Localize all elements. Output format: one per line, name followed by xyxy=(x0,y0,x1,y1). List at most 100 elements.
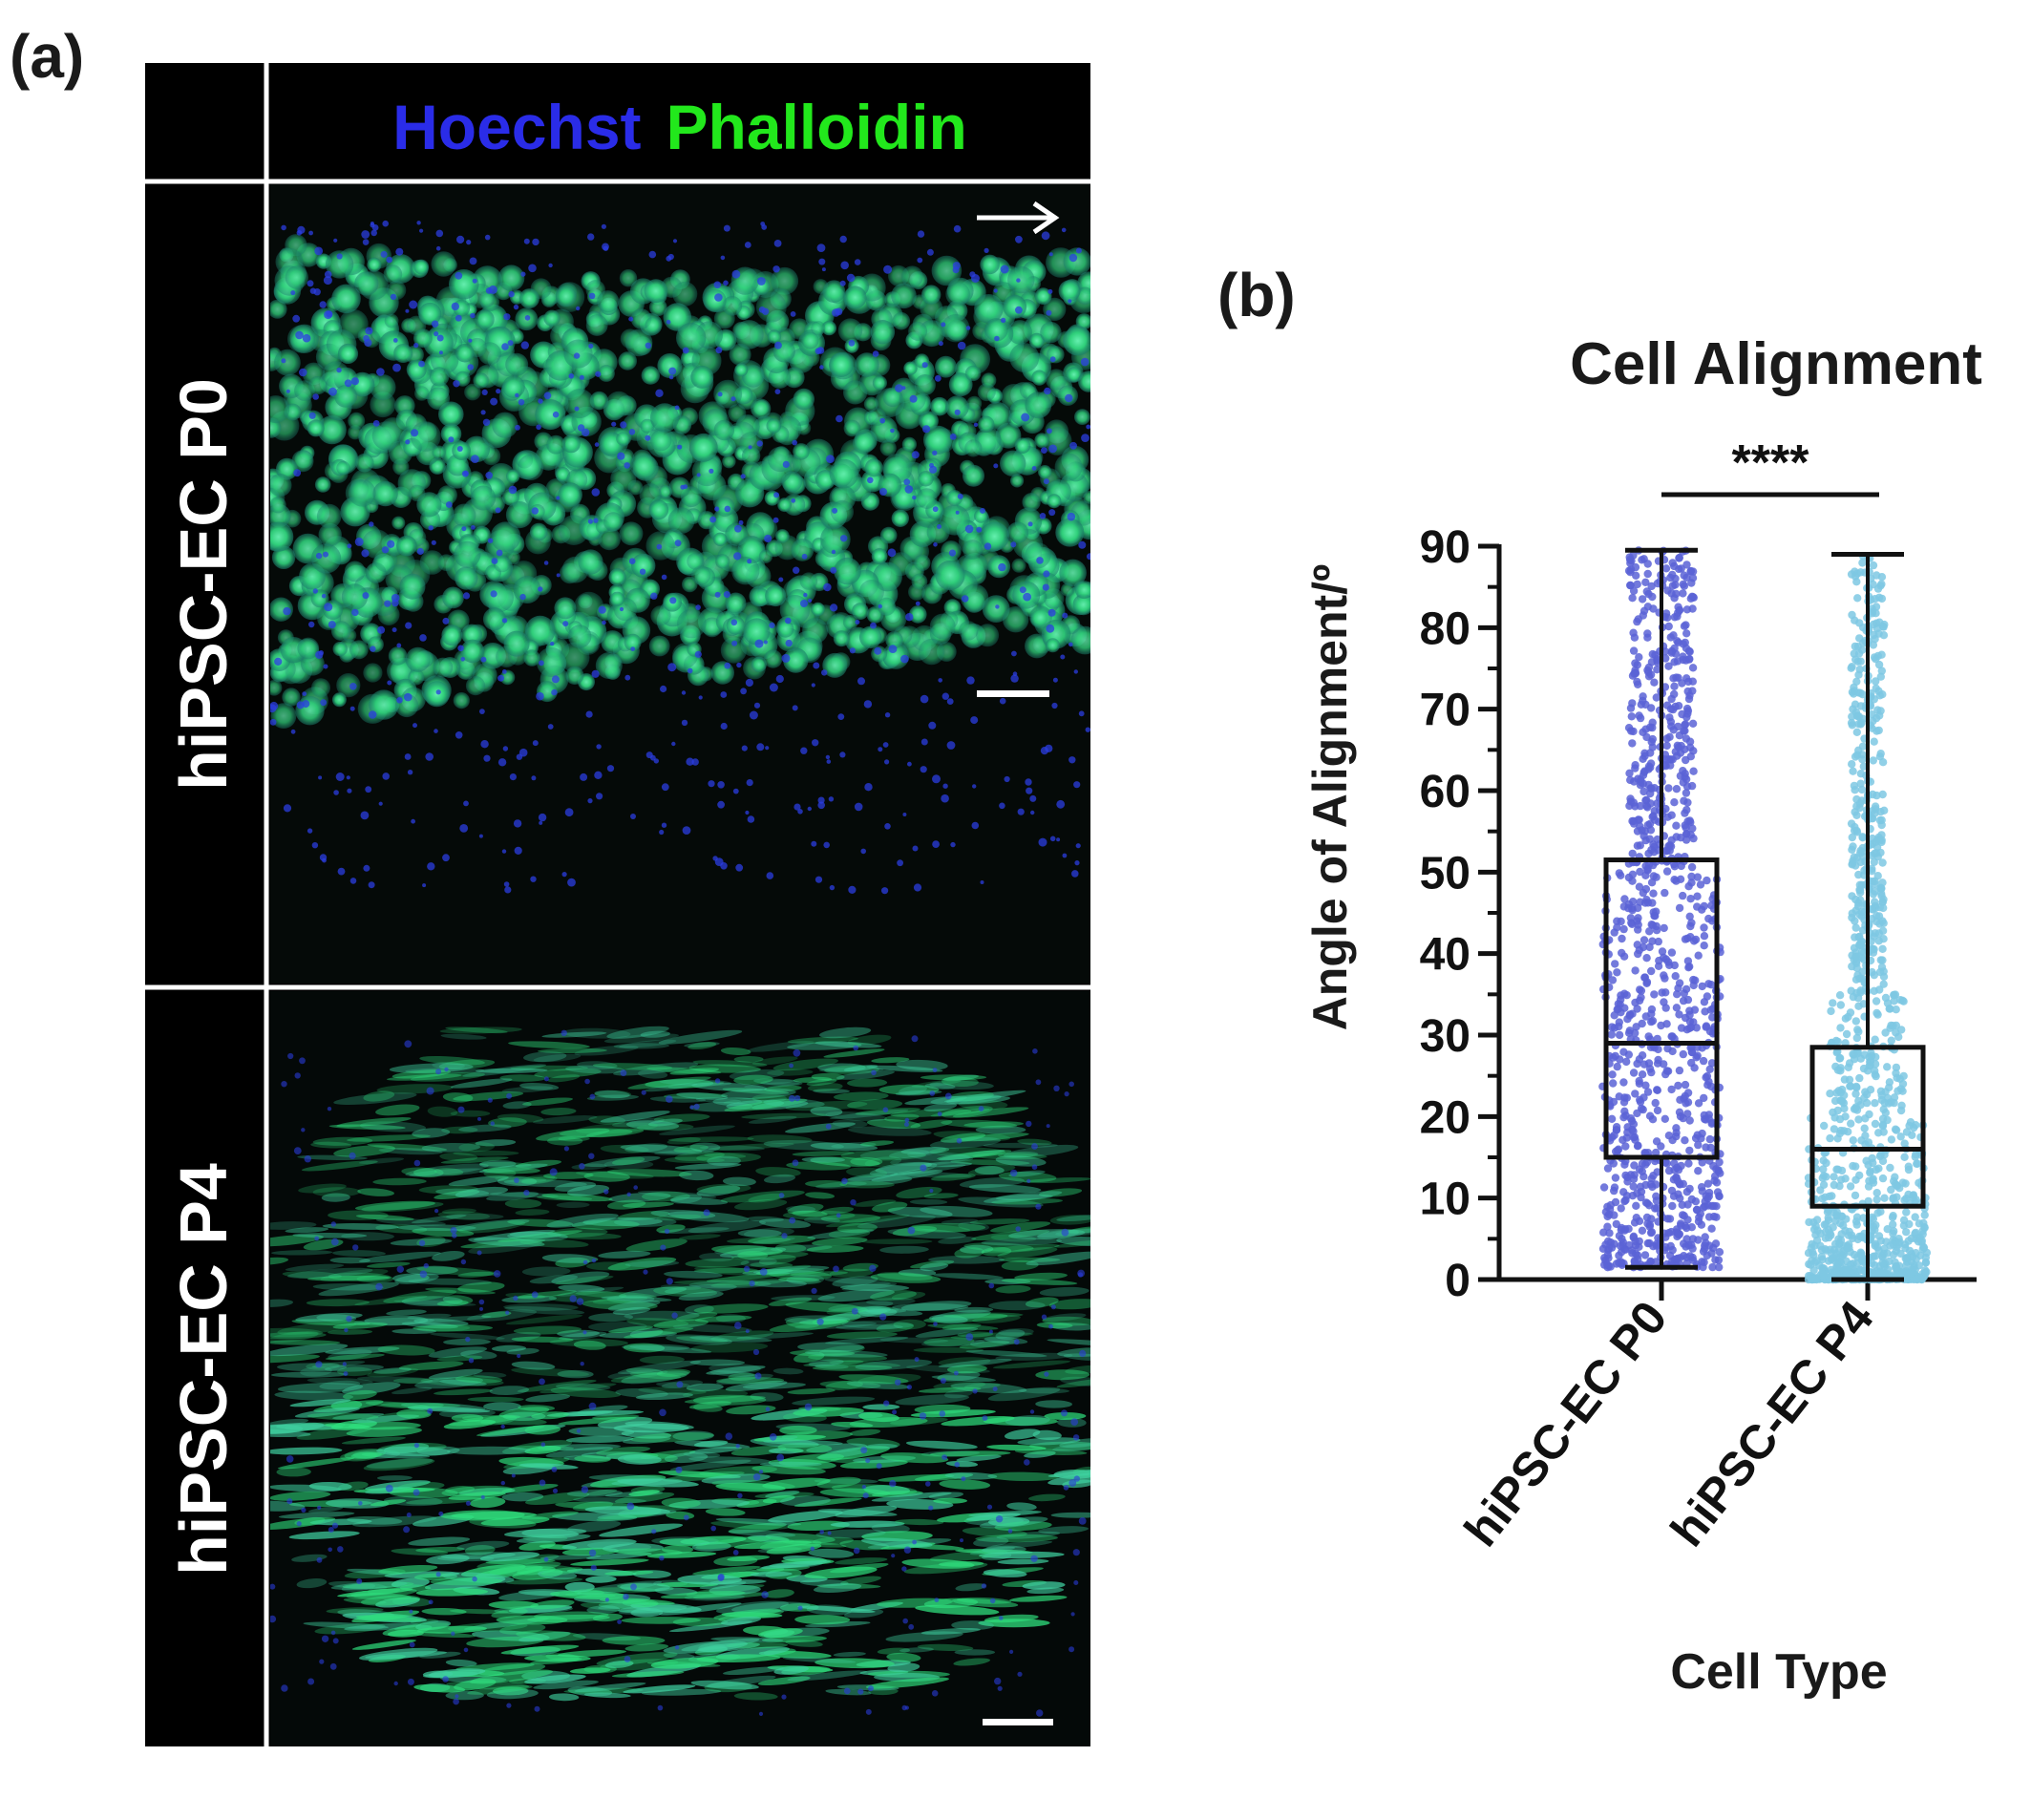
data-point xyxy=(1665,846,1674,855)
data-point xyxy=(1902,1128,1912,1136)
data-point xyxy=(1821,1193,1830,1201)
data-point xyxy=(1631,1028,1640,1038)
data-point xyxy=(1643,820,1652,830)
data-point xyxy=(1899,1071,1908,1081)
y-axis-label: Angle of Alignment/º xyxy=(1303,564,1357,1031)
data-point xyxy=(1630,669,1639,678)
data-point xyxy=(1872,1189,1881,1197)
data-point xyxy=(1663,613,1672,622)
data-point xyxy=(1646,670,1656,679)
data-point xyxy=(1821,1234,1830,1242)
data-point xyxy=(1705,1065,1714,1073)
data-point xyxy=(1888,1213,1897,1222)
data-point xyxy=(1849,842,1857,851)
data-point xyxy=(1810,1241,1819,1250)
data-point xyxy=(1670,862,1680,871)
data-point xyxy=(1685,737,1695,746)
data-point xyxy=(1712,1202,1721,1211)
data-point xyxy=(1654,937,1662,946)
panel-b-label: (b) xyxy=(1217,261,1296,329)
data-point xyxy=(1637,986,1646,995)
data-point xyxy=(1850,781,1859,791)
data-point xyxy=(1631,761,1640,770)
data-point xyxy=(1684,963,1693,972)
data-point xyxy=(1615,869,1623,878)
data-point xyxy=(1842,1029,1851,1039)
data-point xyxy=(1885,1078,1894,1087)
data-point xyxy=(1628,816,1637,826)
data-point xyxy=(1858,690,1867,699)
y-tick-label: 90 xyxy=(1420,522,1470,573)
data-point xyxy=(1621,1171,1630,1180)
data-point xyxy=(1819,1270,1828,1279)
data-point xyxy=(1868,1213,1876,1221)
data-point xyxy=(1628,849,1637,858)
data-point xyxy=(1901,1254,1910,1263)
data-point xyxy=(1647,582,1656,591)
data-point xyxy=(1851,1191,1860,1200)
data-point xyxy=(1856,657,1865,666)
data-point xyxy=(1874,687,1883,695)
data-point xyxy=(1902,1228,1911,1237)
stain-legend: Hoechst Phalloidin xyxy=(269,84,1090,170)
data-point xyxy=(1833,1165,1843,1174)
data-point xyxy=(1681,1221,1690,1231)
data-point xyxy=(1668,1047,1677,1056)
data-point xyxy=(1855,619,1864,627)
data-point xyxy=(1716,1169,1724,1177)
data-point xyxy=(1700,1093,1708,1103)
data-point xyxy=(1881,1109,1890,1117)
data-point xyxy=(1606,1200,1615,1210)
data-point xyxy=(1711,1256,1720,1264)
data-point xyxy=(1884,1265,1893,1274)
data-point xyxy=(1900,1153,1909,1161)
data-point xyxy=(1830,1125,1839,1133)
data-point xyxy=(1646,763,1655,772)
data-point xyxy=(1854,1115,1863,1124)
data-point xyxy=(1877,580,1886,588)
data-point xyxy=(1851,822,1859,832)
data-point xyxy=(1679,1113,1687,1123)
data-point xyxy=(1922,1267,1931,1277)
data-point xyxy=(1895,1238,1904,1247)
data-point xyxy=(1673,741,1682,750)
data-point xyxy=(1628,594,1637,603)
data-point xyxy=(1632,1023,1640,1031)
data-point xyxy=(1688,1235,1698,1243)
data-point xyxy=(1622,1192,1632,1200)
data-point xyxy=(1640,1060,1649,1069)
data-point xyxy=(1877,837,1886,847)
data-point xyxy=(1627,712,1636,721)
data-point xyxy=(1675,554,1683,562)
data-point xyxy=(1663,586,1672,595)
x-tick-label: hiPSC-EC P4 xyxy=(1661,1291,1884,1556)
data-point xyxy=(1647,658,1657,667)
data-point xyxy=(1639,692,1647,701)
data-point xyxy=(1876,1207,1885,1217)
data-point xyxy=(1872,677,1880,686)
data-point xyxy=(1874,660,1884,669)
data-point xyxy=(1857,785,1867,794)
data-point xyxy=(1694,1140,1703,1150)
data-point xyxy=(1646,789,1655,798)
data-point xyxy=(1652,693,1661,702)
data-point xyxy=(1819,1180,1829,1189)
data-point xyxy=(1640,832,1648,840)
significance-label: **** xyxy=(1732,435,1810,491)
data-point xyxy=(1868,839,1876,849)
data-point xyxy=(1641,725,1650,733)
data-point xyxy=(1679,767,1687,775)
data-point xyxy=(1683,995,1693,1005)
data-point xyxy=(1653,666,1661,674)
data-point xyxy=(1854,649,1864,658)
data-point xyxy=(1670,658,1679,667)
data-point xyxy=(1846,1082,1854,1090)
data-point xyxy=(1849,1136,1857,1145)
data-point xyxy=(1872,911,1881,921)
data-point xyxy=(1835,1129,1845,1138)
data-point xyxy=(1681,1136,1689,1145)
data-point xyxy=(1635,882,1644,891)
data-point xyxy=(1686,895,1695,903)
data-point xyxy=(1677,1161,1685,1171)
y-tick-label: 80 xyxy=(1420,603,1470,654)
